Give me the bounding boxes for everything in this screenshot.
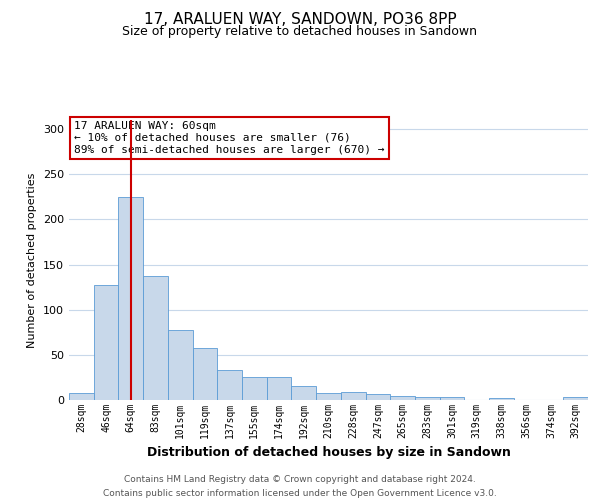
Bar bbox=[440, 398, 464, 400]
Bar bbox=[69, 393, 94, 400]
Bar bbox=[118, 197, 143, 400]
Bar bbox=[316, 393, 341, 400]
Bar bbox=[390, 396, 415, 400]
Text: 17, ARALUEN WAY, SANDOWN, PO36 8PP: 17, ARALUEN WAY, SANDOWN, PO36 8PP bbox=[143, 12, 457, 28]
Bar bbox=[489, 398, 514, 400]
Bar bbox=[193, 348, 217, 400]
Bar bbox=[242, 376, 267, 400]
Bar bbox=[143, 276, 168, 400]
Bar bbox=[94, 286, 118, 400]
Bar bbox=[365, 394, 390, 400]
Text: Size of property relative to detached houses in Sandown: Size of property relative to detached ho… bbox=[122, 25, 478, 38]
Text: Contains HM Land Registry data © Crown copyright and database right 2024.
Contai: Contains HM Land Registry data © Crown c… bbox=[103, 476, 497, 498]
Bar bbox=[217, 370, 242, 400]
Bar bbox=[168, 330, 193, 400]
Bar bbox=[292, 386, 316, 400]
Bar bbox=[563, 398, 588, 400]
X-axis label: Distribution of detached houses by size in Sandown: Distribution of detached houses by size … bbox=[146, 446, 511, 460]
Text: 17 ARALUEN WAY: 60sqm
← 10% of detached houses are smaller (76)
89% of semi-deta: 17 ARALUEN WAY: 60sqm ← 10% of detached … bbox=[74, 122, 385, 154]
Bar bbox=[341, 392, 365, 400]
Bar bbox=[267, 376, 292, 400]
Y-axis label: Number of detached properties: Number of detached properties bbox=[28, 172, 37, 348]
Bar bbox=[415, 398, 440, 400]
